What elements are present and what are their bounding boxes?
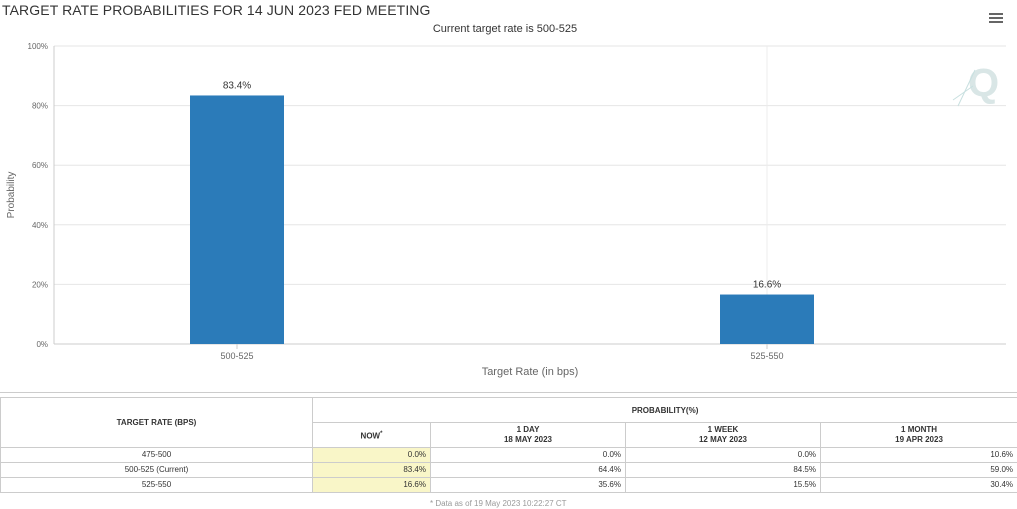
rate-cell: 525-550	[0, 477, 313, 493]
rate-cell: 500-525 (Current)	[0, 462, 313, 478]
col-1week-date: 12 MAY 2023	[698, 435, 748, 444]
value-cell-1week: 15.5%	[625, 477, 821, 493]
data-timestamp-note: * Data as of 19 May 2023 10:22:27 CT	[430, 499, 567, 508]
col-1week-label: 1 WEEK	[707, 425, 739, 434]
x-axis-ticks: 500-525 525-550	[220, 344, 784, 361]
value-cell-1month: 10.6%	[819, 447, 1017, 463]
value-cell-now: 0.0%	[312, 447, 431, 463]
col-header-now: NOW*	[312, 422, 431, 448]
value-cell-1month: 30.4%	[819, 477, 1017, 493]
col-1month-label: 1 MONTH	[901, 425, 938, 434]
target-rate-header: TARGET RATE (BPS)	[0, 397, 313, 448]
y-tick-label: 20%	[32, 280, 48, 289]
col-1month-date: 19 APR 2023	[895, 435, 943, 444]
col-now-sup: *	[380, 430, 383, 437]
y-axis-ticks: 0% 20% 40% 60% 80% 100%	[28, 42, 48, 349]
section-divider	[0, 392, 1017, 393]
value-cell-1week: 84.5%	[625, 462, 821, 478]
probability-header: PROBABILITY(%)	[311, 397, 1017, 423]
table-row: 525-550 16.6% 35.6% 15.5% 30.4%	[0, 477, 1017, 493]
probability-table: TARGET RATE (BPS) PROBABILITY(%) NOW* 1 …	[0, 397, 1017, 493]
value-cell-1day: 64.4%	[430, 462, 626, 478]
x-tick-label: 525-550	[750, 351, 783, 361]
hamburger-menu-icon[interactable]	[989, 13, 1003, 24]
chart-title: TARGET RATE PROBABILITIES FOR 14 JUN 202…	[2, 2, 431, 18]
y-tick-label: 40%	[32, 221, 48, 230]
value-cell-1month: 59.0%	[819, 462, 1017, 478]
bar-data-label: 83.4%	[223, 80, 251, 91]
y-tick-label: 60%	[32, 161, 48, 170]
value-cell-1day: 0.0%	[430, 447, 626, 463]
bars: 83.4% 16.6%	[190, 80, 814, 344]
y-axis-label: Probability	[6, 172, 17, 219]
col-header-1day: 1 DAY 18 MAY 2023	[430, 422, 626, 448]
value-cell-1day: 35.6%	[430, 477, 626, 493]
y-tick-label: 80%	[32, 102, 48, 111]
x-tick-label: 500-525	[220, 351, 253, 361]
col-1day-label: 1 DAY	[516, 425, 540, 434]
table-row: 500-525 (Current) 83.4% 64.4% 84.5% 59.0…	[0, 462, 1017, 478]
x-axis-label: Target Rate (in bps)	[482, 366, 579, 378]
bar[interactable]	[720, 294, 814, 344]
value-cell-now: 16.6%	[312, 477, 431, 493]
watermark-logo: Q	[952, 61, 999, 107]
table-row: 475-500 0.0% 0.0% 0.0% 10.6%	[0, 447, 1017, 463]
value-cell-now: 83.4%	[312, 462, 431, 478]
col-1day-date: 18 MAY 2023	[503, 435, 553, 444]
chart-area: TARGET RATE PROBABILITIES FOR 14 JUN 202…	[2, 2, 1006, 378]
col-now-label: NOW	[360, 431, 381, 441]
q-logo-icon: Q	[968, 61, 999, 105]
y-tick-label: 100%	[28, 42, 48, 51]
chart-subtitle: Current target rate is 500-525	[432, 23, 578, 35]
bar[interactable]	[190, 95, 284, 344]
col-header-1month: 1 MONTH 19 APR 2023	[819, 422, 1017, 448]
value-cell-1week: 0.0%	[625, 447, 821, 463]
bar-data-label: 16.6%	[753, 280, 781, 291]
bar-chart: 0% 20% 40% 60% 80% 100% 83.4% 16.6% 500-525 525…	[6, 42, 1006, 378]
rate-cell: 475-500	[0, 447, 313, 463]
col-header-1week: 1 WEEK 12 MAY 2023	[625, 422, 821, 448]
y-tick-label: 0%	[36, 340, 48, 349]
